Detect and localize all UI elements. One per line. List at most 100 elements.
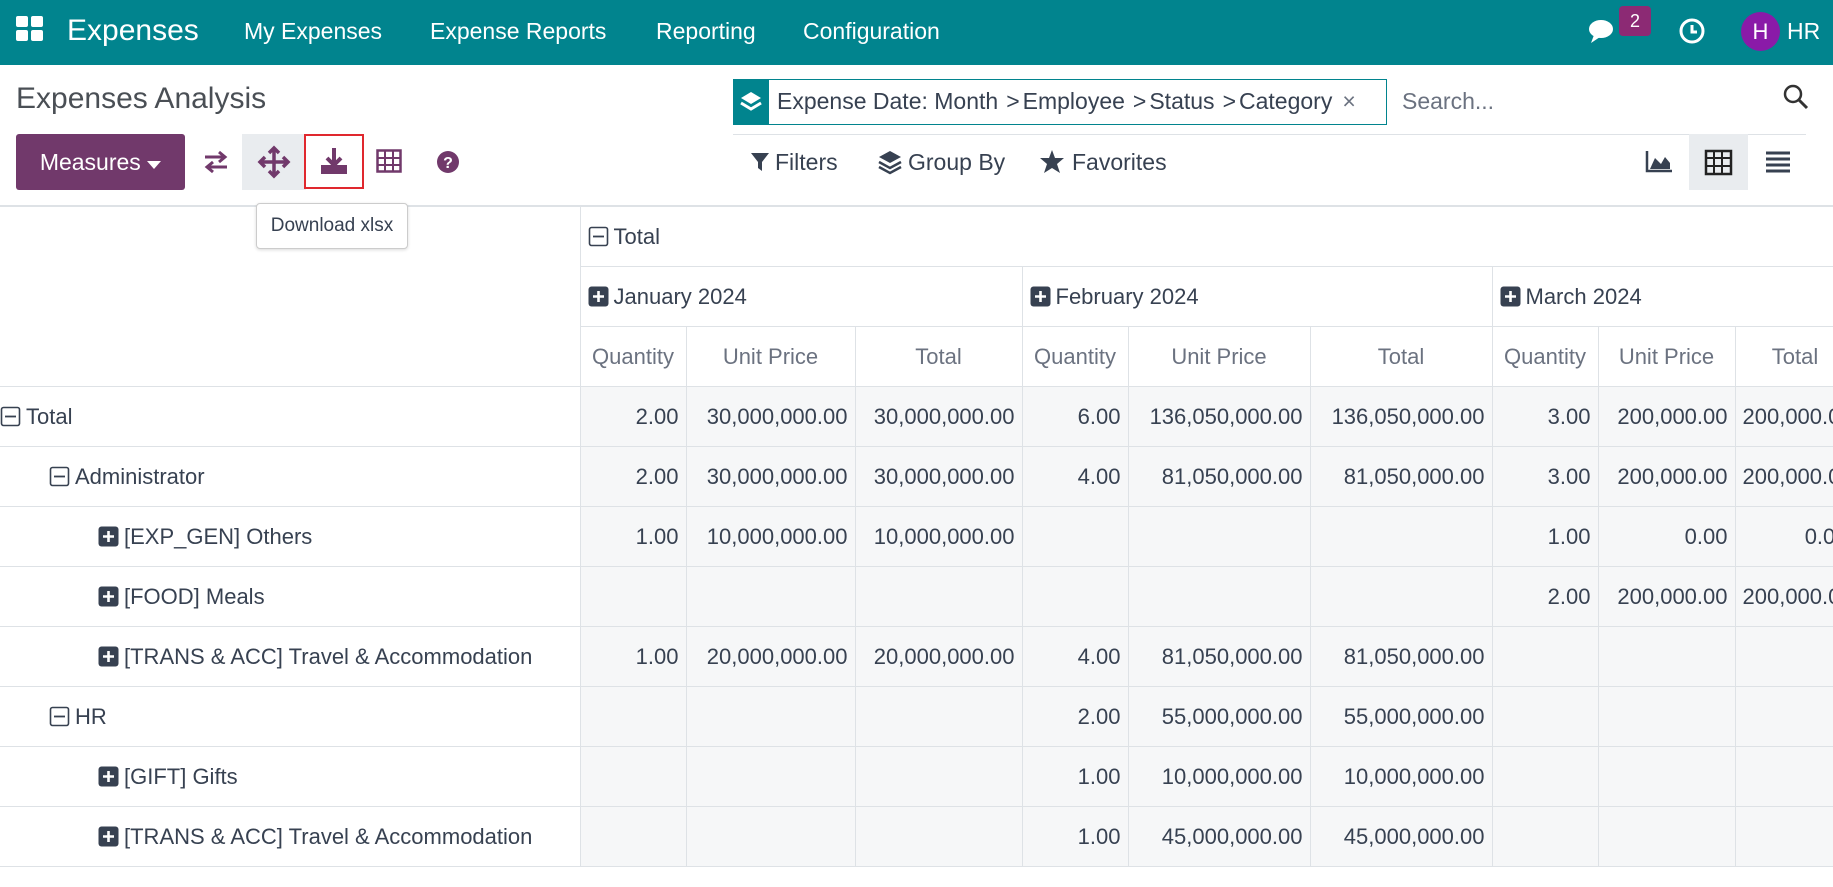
measure-header[interactable]: Unit Price [685,326,856,387]
row-header-wrap: HR [0,704,107,729]
row-header[interactable]: [TRANS & ACC] Travel & Accommodation [0,806,581,867]
pivot-cell [854,806,1023,867]
month-header[interactable]: March 2024 [1491,266,1833,327]
pivot-cell: 0.00 [1734,506,1833,567]
pivot-cell: 81,050,000.00 [1127,626,1311,687]
favorites-button[interactable]: Favorites [1072,149,1167,175]
pivot-cell: 20,000,000.00 [854,626,1023,687]
pivot-cell: 55,000,000.00 [1127,686,1311,747]
measures-label: Measures [39,149,141,175]
menu-item[interactable]: My Expenses [244,18,383,44]
menu-item[interactable]: Configuration [803,18,940,44]
expand-icon[interactable] [98,526,119,547]
pivot-cell: 45,000,000.00 [1309,806,1493,867]
expand-button[interactable] [242,134,306,190]
pivot-cell: 200,000.00 [1734,446,1833,507]
measure-header[interactable]: Quantity [1491,326,1599,387]
row-label: [GIFT] Gifts [124,763,238,789]
menu-item[interactable]: Reporting [656,18,756,44]
pivot-cell: 3.00 [1491,386,1599,447]
filter-icon [751,153,769,171]
pivot-row: [EXP_GEN] Others 1.00 10,000,000.00 10,000,… [0,506,1833,567]
collapse-icon[interactable] [588,226,609,247]
search-underline [733,134,1806,135]
expand-icon[interactable] [1500,286,1521,307]
row-header-wrap: [EXP_GEN] Others [0,524,312,549]
pivot-cell [1491,686,1599,747]
pivot-cell: 1.00 [1021,806,1129,867]
insert-table-button[interactable] [376,149,402,173]
row-header[interactable]: [FOOD] Meals [0,566,581,627]
measures-button[interactable]: Measures [16,134,185,190]
graph-view-button[interactable] [1645,149,1673,173]
expand-icon[interactable] [98,766,119,787]
row-header-wrap: [TRANS & ACC] Travel & Accommodation [0,644,532,669]
brand[interactable]: Expenses [67,14,199,47]
expand-icon[interactable] [1030,286,1051,307]
row-header-wrap: Total [0,404,72,429]
pivot-cell [1127,506,1311,567]
collapse-icon[interactable] [49,466,70,487]
measure-header[interactable]: Total [1309,326,1493,387]
pivot-cell: 0.00 [1597,506,1736,567]
svg-text:?: ? [443,155,453,172]
chat-icon[interactable] [1588,17,1620,45]
pivot-cell [854,686,1023,747]
row-header[interactable]: HR [0,686,581,747]
apps-icon[interactable] [16,16,44,42]
group-by-button[interactable]: Group By [908,149,1006,175]
page-title: Expenses Analysis [16,82,267,115]
month-header[interactable]: January 2024 [580,266,1023,327]
measure-header[interactable]: Quantity [580,326,687,387]
clock-icon[interactable] [1678,17,1708,47]
row-header[interactable]: Total [0,386,581,447]
pivot-cell [1597,626,1736,687]
pivot-view-button[interactable] [1689,134,1748,190]
pivot-cell: 20,000,000.00 [685,626,856,687]
flip-axis-button[interactable] [203,150,229,174]
search-input[interactable]: Search... [1402,88,1495,114]
filters-button[interactable]: Filters [775,149,838,175]
facet-remove[interactable]: × [1342,88,1356,114]
user-name[interactable]: HR [1787,18,1821,44]
search-icon[interactable] [1782,83,1810,111]
star-icon [1040,150,1064,173]
pivot-cell [579,806,687,867]
measure-header[interactable]: Unit Price [1127,326,1311,387]
measure-header[interactable]: Total [1734,326,1833,387]
row-header[interactable]: [EXP_GEN] Others [0,506,581,567]
collapse-icon[interactable] [0,406,21,427]
menu-item[interactable]: Expense Reports [430,18,607,44]
list-view-button[interactable] [1764,150,1792,174]
column-header: Total [579,206,1833,267]
help-button[interactable]: ? [436,150,460,174]
expand-icon[interactable] [98,646,119,667]
pivot-cell [1127,566,1311,627]
row-header[interactable]: Administrator [0,446,581,507]
expand-icon[interactable] [98,586,119,607]
caret [147,161,162,169]
pivot-cell: 136,050,000.00 [1309,386,1493,447]
measure-header[interactable]: Total [854,326,1023,387]
top-bar: Expenses My Expenses Expense Reports Rep… [0,0,1833,65]
pivot-row: Administrator 2.00 30,000,000.00 30,000,000… [0,446,1833,507]
pivot-row: Total 2.00 30,000,000.00 30,000,000.00 6.00 1… [0,386,1833,447]
row-header-wrap: [FOOD] Meals [0,584,265,609]
pivot-cell: 10,000,000.00 [1127,746,1311,807]
measure-header[interactable]: Unit Price [1597,326,1736,387]
pivot-cell [1021,506,1129,567]
month-header[interactable]: February 2024 [1021,266,1493,327]
row-header[interactable]: [GIFT] Gifts [0,746,581,807]
avatar[interactable]: H [1741,12,1780,51]
measure-header[interactable]: Quantity [1021,326,1129,387]
pivot-row: [TRANS & ACC] Travel & Accommodation 1.00… [0,626,1833,687]
expand-icon[interactable] [98,826,119,847]
month-label: February 2024 [1055,283,1199,309]
expand-icon[interactable] [588,286,609,307]
download-button[interactable] [304,134,364,189]
collapse-icon[interactable] [49,706,70,727]
header-row: Total [0,206,1833,387]
row-header[interactable]: [TRANS & ACC] Travel & Accommodation [0,626,581,687]
row-label: [FOOD] Meals [124,583,265,609]
pivot-cell [1491,626,1599,687]
